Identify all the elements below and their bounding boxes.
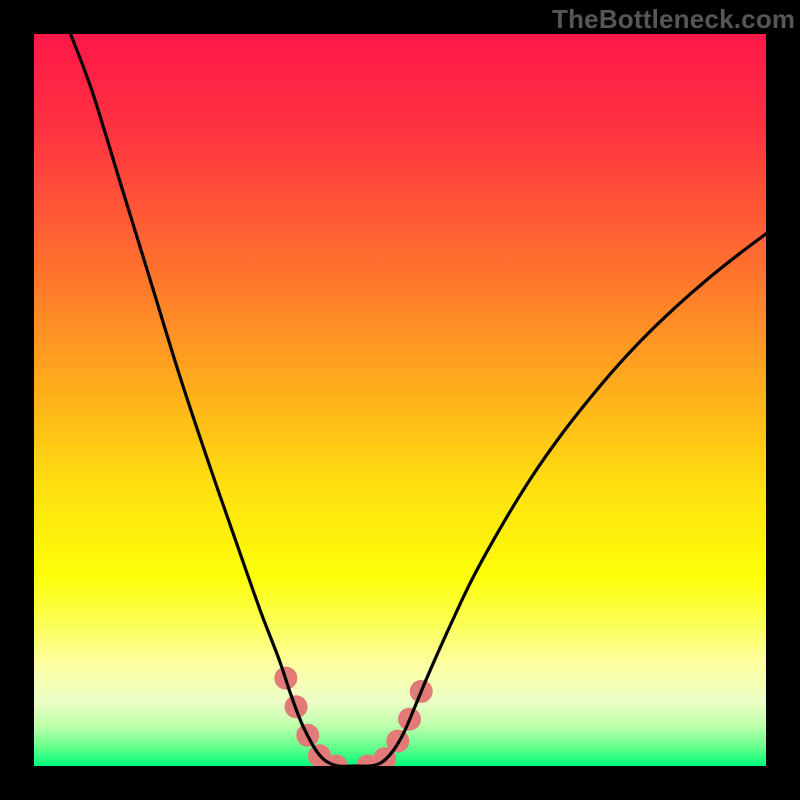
chart-svg: [34, 34, 766, 766]
bottleneck-curve: [71, 34, 766, 766]
plot-area: [34, 34, 766, 766]
watermark-text: TheBottleneck.com: [552, 4, 795, 35]
